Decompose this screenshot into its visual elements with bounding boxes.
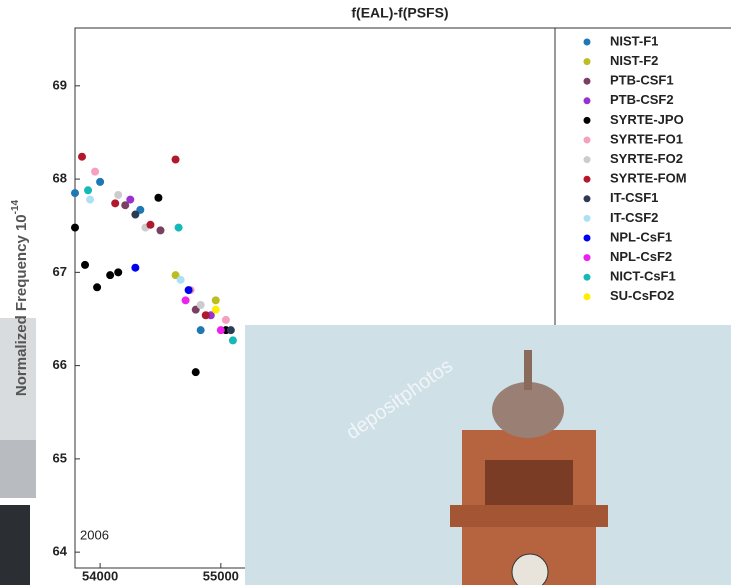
y-tick-label: 65 xyxy=(53,450,67,465)
legend-label: PTB-CSF2 xyxy=(610,92,674,107)
legend-marker xyxy=(584,176,591,183)
y-axis-label: Normalized Frequency 10-14 xyxy=(10,199,30,396)
legend-label: SYRTE-FO1 xyxy=(610,131,683,146)
point xyxy=(217,326,225,334)
point xyxy=(229,336,237,344)
legend-label: SYRTE-FO2 xyxy=(610,151,683,166)
legend-label: NICT-CsF1 xyxy=(610,269,676,284)
point xyxy=(114,191,122,199)
point xyxy=(172,156,180,164)
point xyxy=(175,224,183,232)
point xyxy=(81,261,89,269)
y-tick-label: 66 xyxy=(53,357,67,372)
point xyxy=(182,296,190,304)
photo: depositphotos xyxy=(245,325,731,585)
point xyxy=(93,283,101,291)
point xyxy=(96,178,104,186)
point xyxy=(71,189,79,197)
y-tick-label: 64 xyxy=(53,544,68,559)
annotation: 2006 xyxy=(80,527,109,542)
point xyxy=(131,264,139,272)
point xyxy=(177,276,185,284)
tower-balcony xyxy=(450,505,608,527)
legend-label: NPL-CsF2 xyxy=(610,249,672,264)
y-tick-label: 69 xyxy=(53,77,67,92)
x-tick-label: 55000 xyxy=(203,568,239,583)
point xyxy=(222,316,230,324)
legend-marker xyxy=(584,274,591,281)
y-label-exponent: -14 xyxy=(10,199,21,214)
tower-arch xyxy=(485,460,573,505)
x-tick-label: 54000 xyxy=(82,568,118,583)
legend-marker xyxy=(584,137,591,144)
legend-label: NPL-CsF1 xyxy=(610,229,672,244)
legend-marker xyxy=(584,58,591,65)
tower-dome xyxy=(492,382,564,438)
point xyxy=(192,368,200,376)
dark-strip xyxy=(0,505,30,585)
point xyxy=(197,301,205,309)
legend-marker xyxy=(584,215,591,222)
point xyxy=(86,196,94,204)
legend-label: SYRTE-JPO xyxy=(610,112,684,127)
legend-marker xyxy=(584,117,591,124)
y-label-text: Normalized Frequency 10 xyxy=(13,214,30,396)
legend-marker xyxy=(584,78,591,85)
legend-marker xyxy=(584,195,591,202)
legend-label: SYRTE-FOM xyxy=(610,171,687,186)
chart-title: f(EAL)-f(PSFS) xyxy=(351,5,448,21)
tower-spire xyxy=(524,350,532,390)
legend-marker xyxy=(584,97,591,104)
point xyxy=(111,199,119,207)
screenshot: f(EAL)-f(PSFS) Normalized Frequency 10-1… xyxy=(0,0,731,585)
point xyxy=(131,211,139,219)
building-shadow xyxy=(0,440,36,498)
point xyxy=(71,224,79,232)
point xyxy=(146,221,154,229)
y-tick-label: 67 xyxy=(53,264,67,279)
point xyxy=(156,226,164,234)
legend-label: NIST-F1 xyxy=(610,33,658,48)
legend-label: IT-CSF1 xyxy=(610,190,658,205)
legend-marker xyxy=(584,235,591,242)
point xyxy=(185,286,193,294)
legend-marker xyxy=(584,293,591,300)
clock-face xyxy=(512,554,548,585)
legend-label: NIST-F2 xyxy=(610,53,658,68)
point xyxy=(78,153,86,161)
legend-label: PTB-CSF1 xyxy=(610,73,674,88)
point xyxy=(197,326,205,334)
point xyxy=(126,196,134,204)
point xyxy=(106,271,114,279)
point xyxy=(91,168,99,176)
point xyxy=(84,186,92,194)
legend-label: IT-CSF2 xyxy=(610,210,658,225)
point xyxy=(227,326,235,334)
point xyxy=(202,311,210,319)
point xyxy=(212,296,220,304)
point xyxy=(114,268,122,276)
legend-marker xyxy=(584,39,591,46)
legend-marker xyxy=(584,254,591,261)
point xyxy=(154,194,162,202)
point xyxy=(212,306,220,314)
legend-marker xyxy=(584,156,591,163)
legend-label: SU-CsFO2 xyxy=(610,288,674,303)
y-tick-label: 68 xyxy=(53,171,67,186)
